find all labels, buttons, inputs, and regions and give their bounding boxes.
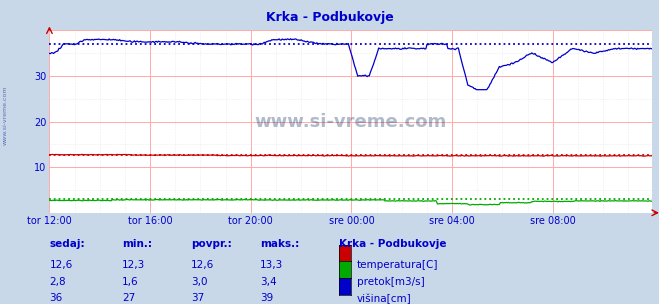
Text: 12,6: 12,6 (191, 260, 214, 270)
Text: Krka - Podbukovje: Krka - Podbukovje (339, 239, 447, 249)
Text: 3,4: 3,4 (260, 277, 277, 287)
Text: 12,6: 12,6 (49, 260, 72, 270)
Text: maks.:: maks.: (260, 239, 300, 249)
Text: 36: 36 (49, 293, 63, 303)
Text: povpr.:: povpr.: (191, 239, 232, 249)
Text: www.si-vreme.com: www.si-vreme.com (255, 112, 447, 131)
Text: sedaj:: sedaj: (49, 239, 85, 249)
Text: 3,0: 3,0 (191, 277, 208, 287)
Text: 1,6: 1,6 (122, 277, 138, 287)
Text: pretok[m3/s]: pretok[m3/s] (357, 277, 424, 287)
Text: 37: 37 (191, 293, 204, 303)
Text: 13,3: 13,3 (260, 260, 283, 270)
Text: www.si-vreme.com: www.si-vreme.com (3, 86, 8, 145)
Text: višina[cm]: višina[cm] (357, 293, 411, 304)
Text: 2,8: 2,8 (49, 277, 66, 287)
Text: 39: 39 (260, 293, 273, 303)
Text: min.:: min.: (122, 239, 152, 249)
Text: 12,3: 12,3 (122, 260, 145, 270)
Text: Krka - Podbukovje: Krka - Podbukovje (266, 11, 393, 24)
Text: 27: 27 (122, 293, 135, 303)
Text: temperatura[C]: temperatura[C] (357, 260, 438, 270)
